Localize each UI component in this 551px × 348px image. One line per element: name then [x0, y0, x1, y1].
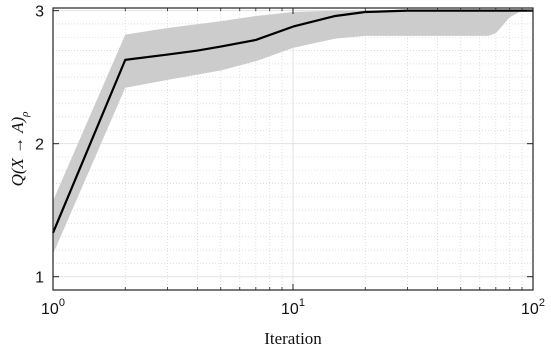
x-tick-label: 101 — [281, 297, 305, 318]
y-tick-label: 2 — [35, 137, 44, 154]
x-tick-label-base: 10 — [41, 301, 59, 318]
y-axis-label-main: Q(X → A) — [8, 117, 27, 187]
x-axis-label: Iteration — [264, 329, 322, 348]
y-axis-label: Q(X → A)ρ — [8, 112, 31, 187]
x-tick-label-base: 10 — [521, 301, 539, 318]
y-axis-label-subscript: ρ — [19, 112, 31, 118]
y-tick-label: 1 — [35, 270, 44, 287]
x-tick-labels: 100 101 102 — [41, 297, 545, 318]
x-tick-label-exponent: 1 — [299, 297, 305, 309]
ticks — [52, 8, 534, 290]
x-tick-label-base: 10 — [281, 301, 299, 318]
y-tick-label: 3 — [35, 4, 44, 21]
x-tick-label-exponent: 0 — [59, 297, 65, 309]
x-tick-label: 102 — [521, 297, 545, 318]
x-tick-label: 100 — [41, 297, 65, 318]
range-band — [53, 10, 533, 255]
y-tick-labels: 1 2 3 — [35, 4, 44, 287]
x-tick-label-exponent: 2 — [539, 297, 545, 309]
